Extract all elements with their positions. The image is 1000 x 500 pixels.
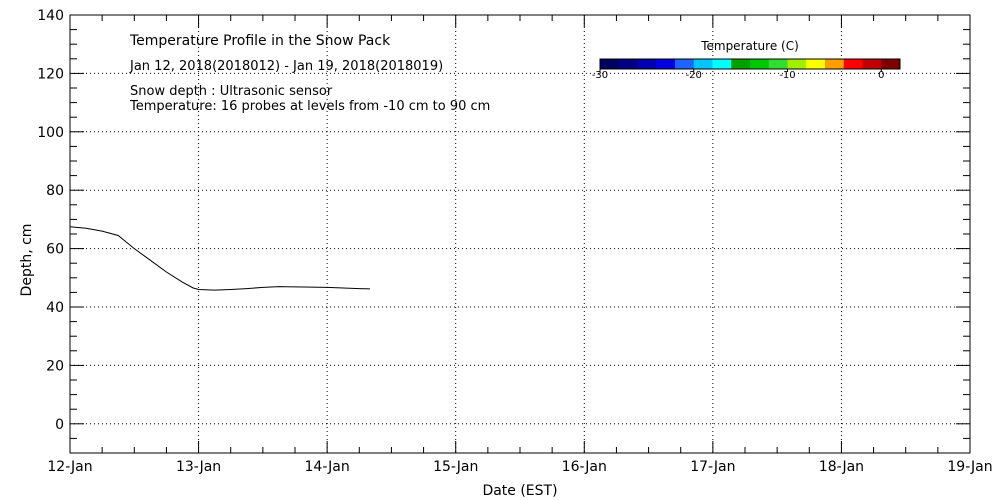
snow-depth-line [69, 226, 371, 291]
x-tick-label: 17-Jan [690, 459, 735, 475]
y-axis-ticks: 0 20 40 60 80 100 120 140 [37, 8, 970, 433]
x-axis-ticks: 12-Jan 13-Jan 14-Jan 15-Jan 16-Jan 17-Jan 18-J… [47, 15, 993, 475]
colorbar-tick-label: 0 [878, 70, 884, 81]
y-axis-label: Depth, cm [19, 224, 35, 297]
colorbar-swatch [768, 59, 788, 69]
colorbar-swatches [599, 58, 901, 70]
series-layer [69, 226, 371, 291]
x-tick-label: 14-Jan [305, 459, 350, 475]
x-tick-label: 19-Jan [947, 459, 992, 475]
y-tick-label: 40 [46, 300, 64, 316]
colorbar-swatch [750, 59, 770, 69]
colorbar-swatch [618, 59, 638, 69]
colorbar: Temperature (C) -30 -20 -10 0 [592, 39, 901, 81]
x-tick-label: 12-Jan [47, 459, 92, 475]
colorbar-swatch [825, 59, 845, 69]
colorbar-swatch [675, 59, 695, 69]
colorbar-swatch [656, 59, 676, 69]
annotation-snow-depth: Snow depth : Ultrasonic sensor [130, 84, 333, 99]
y-tick-label: 0 [55, 417, 64, 433]
colorbar-swatch [806, 59, 826, 69]
colorbar-swatch [862, 59, 882, 69]
colorbar-swatch [693, 59, 713, 69]
colorbar-title: Temperature (C) [700, 39, 799, 53]
colorbar-swatch [731, 59, 751, 69]
colorbar-swatch [881, 59, 901, 69]
chart-subtitle: Jan 12, 2018(2018012) - Jan 19, 2018(201… [129, 59, 443, 74]
plot-frame [69, 14, 971, 454]
minor-ticks [70, 15, 970, 454]
x-tick-label: 13-Jan [176, 459, 221, 475]
y-tick-label: 20 [46, 358, 64, 374]
grid [70, 15, 970, 453]
colorbar-tick-label: -10 [779, 70, 795, 81]
y-tick-label: 100 [37, 125, 64, 141]
annotation-temperature: Temperature: 16 probes at levels from -1… [129, 99, 490, 114]
colorbar-labels: -30 -20 -10 0 [592, 69, 884, 81]
x-tick-label: 15-Jan [433, 459, 478, 475]
colorbar-swatch [637, 59, 657, 69]
x-axis-label: Date (EST) [482, 483, 557, 499]
y-tick-label: 80 [46, 183, 64, 199]
y-tick-label: 140 [37, 8, 64, 24]
colorbar-swatch [843, 59, 863, 69]
y-tick-label: 120 [37, 66, 64, 82]
colorbar-swatch [712, 59, 732, 69]
colorbar-swatch [600, 59, 620, 69]
colorbar-tick-label: -30 [592, 70, 608, 81]
colorbar-swatch [787, 59, 807, 69]
colorbar-tick-label: -20 [686, 70, 702, 81]
x-tick-label: 18-Jan [819, 459, 864, 475]
chart-title: Temperature Profile in the Snow Pack [129, 33, 391, 49]
x-tick-label: 16-Jan [562, 459, 607, 475]
colorbar-frame [599, 58, 901, 70]
y-tick-label: 60 [46, 242, 64, 258]
